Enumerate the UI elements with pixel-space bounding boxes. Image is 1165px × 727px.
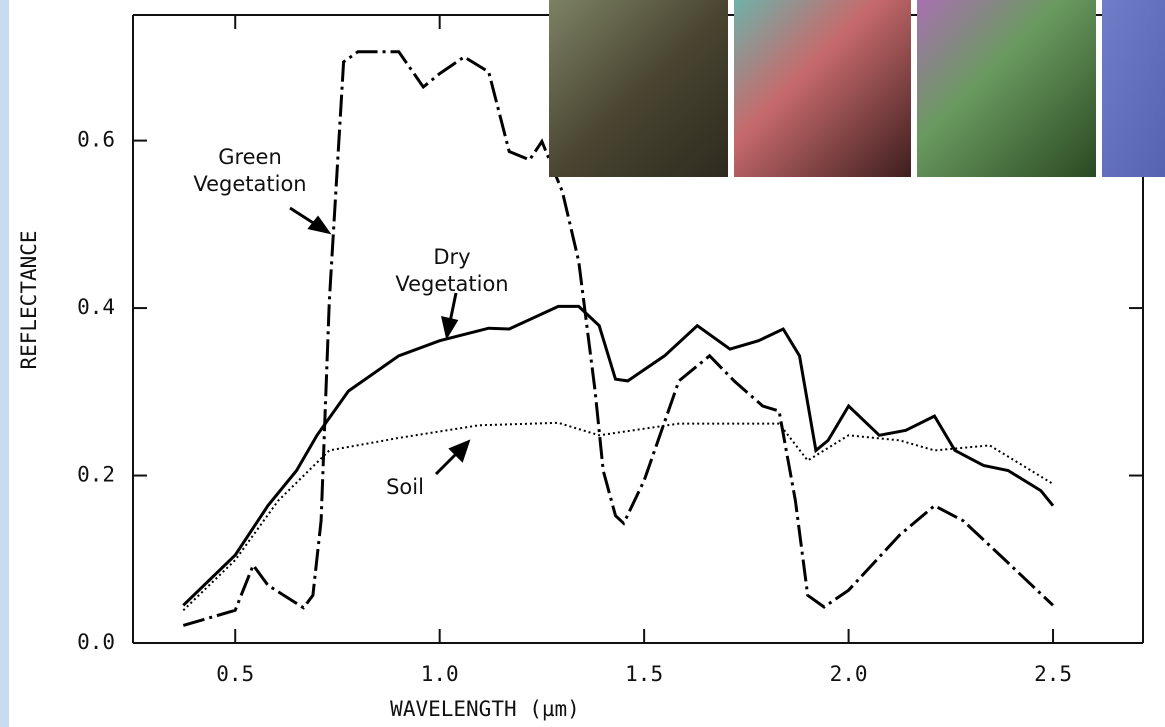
x-tick-label: 0.5: [216, 662, 254, 686]
x-tick-label: 2.5: [1034, 662, 1072, 686]
side-border: [0, 0, 9, 727]
y-tick-label: 0.4: [77, 295, 115, 319]
y-axis-label: REFLECTANCE: [17, 230, 41, 369]
thumbnail-images: [549, 0, 1165, 177]
x-tick-label: 2.0: [830, 662, 868, 686]
x-tick-label: 1.0: [421, 662, 459, 686]
y-tick-label: 0.6: [77, 128, 115, 152]
y-tick-label: 0.0: [77, 630, 115, 654]
x-tick-label: 1.5: [625, 662, 663, 686]
y-tick-label: 0.2: [77, 463, 115, 487]
chart: 0.0 0.2 0.4 0.6 0.5 1.0 1.5 2.0 2.5 WAVELENGTH (…: [0, 0, 1165, 727]
series-line: [183, 306, 1053, 605]
annotation: Soil: [386, 475, 424, 499]
x-axis-label: WAVELENGTH (µm): [390, 697, 580, 721]
